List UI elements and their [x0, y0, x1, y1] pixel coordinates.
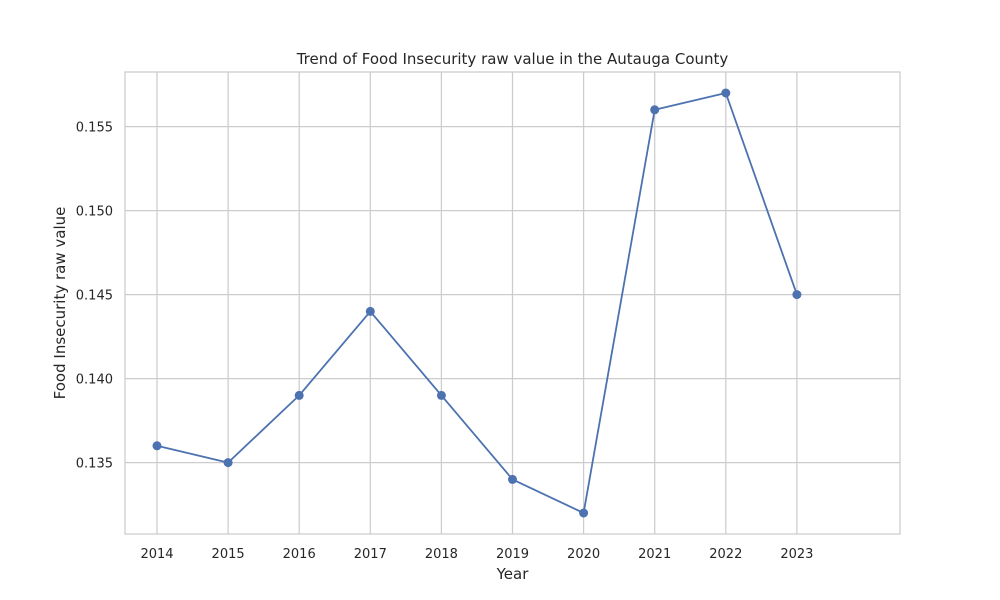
- y-tick-labels: 0.135 0.140 0.145 0.150 0.155: [76, 121, 113, 472]
- plot-frame: [124, 71, 901, 535]
- y-tick-label: 0.150: [76, 205, 113, 220]
- x-tick-label: 2022: [709, 547, 742, 562]
- x-tick-label: 2019: [496, 547, 529, 562]
- data-point: [579, 508, 589, 518]
- y-axis-label: Food Insecurity raw value: [51, 207, 69, 400]
- data-point: [721, 88, 731, 98]
- data-point: [294, 390, 304, 400]
- series-line: [156, 92, 798, 514]
- data-point: [792, 290, 802, 300]
- y-tick-label: 0.135: [76, 457, 113, 472]
- x-tick-labels: 2014 2015 2016 2017 2018 2019 2020 2021 2022 2023: [140, 547, 813, 562]
- grid-lines: [125, 72, 900, 534]
- data-point: [508, 474, 517, 484]
- data-point: [436, 390, 446, 400]
- x-axis-label: Year: [496, 565, 530, 583]
- x-tick-label: 2020: [567, 547, 600, 562]
- x-tick-label: 2021: [638, 547, 671, 562]
- data-point: [223, 458, 233, 468]
- y-tick-label: 0.140: [76, 373, 113, 388]
- x-tick-label: 2016: [283, 547, 316, 562]
- x-tick-label: 2014: [140, 547, 173, 562]
- data-point: [365, 306, 375, 316]
- data-point: [650, 105, 660, 115]
- x-tick-label: 2023: [780, 547, 813, 562]
- x-tick-label: 2018: [425, 547, 458, 562]
- x-tick-label: 2015: [212, 547, 245, 562]
- y-tick-label: 0.155: [76, 121, 113, 136]
- y-tick-label: 0.145: [76, 289, 113, 304]
- x-tick-label: 2017: [354, 547, 387, 562]
- chart-title: Trend of Food Insecurity raw value in th…: [296, 50, 729, 68]
- series-layer: [152, 88, 802, 518]
- data-point: [152, 441, 162, 451]
